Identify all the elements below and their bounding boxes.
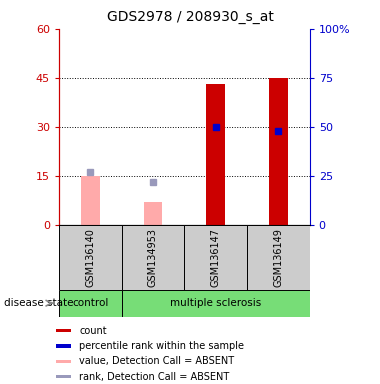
Text: GSM136147: GSM136147 <box>211 228 221 287</box>
Bar <box>56 344 71 348</box>
Bar <box>122 290 310 317</box>
Bar <box>122 225 184 290</box>
Bar <box>184 225 247 290</box>
Text: count: count <box>79 326 107 336</box>
Bar <box>247 225 310 290</box>
Bar <box>56 360 71 363</box>
Bar <box>144 202 162 225</box>
Text: multiple sclerosis: multiple sclerosis <box>170 298 261 308</box>
Bar <box>59 290 122 317</box>
Text: control: control <box>72 298 108 308</box>
Text: GSM134953: GSM134953 <box>148 228 158 287</box>
Text: GSM136140: GSM136140 <box>85 228 95 287</box>
Text: percentile rank within the sample: percentile rank within the sample <box>79 341 244 351</box>
Bar <box>269 78 288 225</box>
Bar <box>56 329 71 332</box>
Text: rank, Detection Call = ABSENT: rank, Detection Call = ABSENT <box>79 372 229 382</box>
Text: value, Detection Call = ABSENT: value, Detection Call = ABSENT <box>79 356 234 366</box>
Text: GDS2978 / 208930_s_at: GDS2978 / 208930_s_at <box>106 10 274 24</box>
Text: GSM136149: GSM136149 <box>273 228 283 287</box>
Bar <box>206 84 225 225</box>
Text: disease state: disease state <box>4 298 73 308</box>
Bar <box>56 375 71 378</box>
Bar <box>59 225 122 290</box>
Bar <box>81 176 100 225</box>
